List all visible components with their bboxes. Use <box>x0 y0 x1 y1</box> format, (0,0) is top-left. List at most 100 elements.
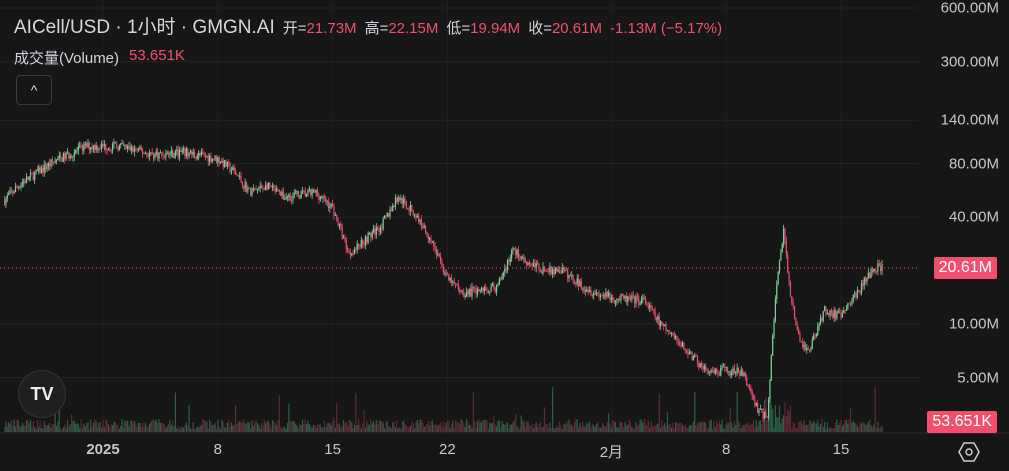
candle <box>12 191 14 193</box>
candle <box>165 153 167 157</box>
volume-bar <box>802 424 804 432</box>
candle <box>84 143 86 145</box>
volume-bar <box>515 414 517 432</box>
candle <box>204 154 207 157</box>
candle <box>825 306 827 315</box>
volume-bar <box>222 422 224 432</box>
volume-bar <box>121 419 123 432</box>
volume-bar <box>427 420 429 432</box>
volume-bar <box>467 421 469 432</box>
volume-bar <box>840 419 842 432</box>
volume-bar <box>450 423 453 432</box>
candle <box>102 143 104 147</box>
volume-bar <box>491 422 494 432</box>
volume-bar <box>289 421 291 432</box>
volume-bar <box>609 423 611 432</box>
candle <box>180 149 182 152</box>
candle <box>181 150 183 152</box>
candle <box>736 367 738 372</box>
candle <box>598 293 600 298</box>
candle <box>340 223 342 227</box>
volume-bar <box>39 421 41 432</box>
candle <box>807 348 809 350</box>
candle <box>271 185 274 188</box>
candle <box>501 275 503 280</box>
volume-bar <box>848 419 850 432</box>
candle <box>769 380 771 400</box>
candle <box>482 287 484 292</box>
volume-bar <box>593 425 595 432</box>
volume-bar <box>316 424 319 432</box>
volume-bar <box>105 419 107 432</box>
candle <box>676 336 678 343</box>
volume-bar <box>19 425 21 432</box>
volume-bar <box>530 426 532 432</box>
volume-bar <box>856 426 858 432</box>
volume-bar <box>822 427 824 432</box>
volume-bar <box>690 425 692 432</box>
volume-bar <box>672 422 674 432</box>
volume-bar <box>255 419 257 432</box>
volume-bar <box>759 420 761 432</box>
candle <box>73 152 75 157</box>
candle <box>758 409 760 413</box>
candle <box>500 278 502 280</box>
candle <box>191 150 193 155</box>
volume-bar <box>27 419 29 432</box>
candle <box>713 370 715 374</box>
candle <box>800 341 802 343</box>
candle <box>368 233 371 234</box>
volume-bar <box>204 421 207 432</box>
volume-bar <box>189 428 192 432</box>
volume-bar <box>702 421 704 432</box>
candle <box>625 295 628 302</box>
volume-bar <box>829 427 831 432</box>
candle <box>135 148 137 150</box>
volume-bar <box>867 421 869 432</box>
volume-bar <box>810 421 812 432</box>
candle <box>411 205 413 211</box>
candle <box>103 144 105 147</box>
volume-bar <box>332 421 334 432</box>
candle <box>221 160 223 163</box>
candle <box>213 158 215 160</box>
candle <box>662 324 664 327</box>
candle <box>61 157 63 162</box>
close-label: 收= <box>528 20 552 37</box>
volume-bar <box>612 420 614 432</box>
candle <box>795 317 797 326</box>
candle <box>558 270 561 273</box>
collapse-legend-button[interactable]: ^ <box>16 75 52 105</box>
settings-gear-icon[interactable] <box>958 441 980 463</box>
volume-bar <box>524 426 526 432</box>
volume-bar <box>621 422 623 432</box>
volume-bar <box>10 419 13 432</box>
volume-bar <box>72 421 74 432</box>
volume-bar <box>731 422 733 432</box>
candle <box>542 266 544 274</box>
candle <box>132 146 134 153</box>
volume-bar <box>114 421 116 432</box>
volume-bar <box>445 422 447 432</box>
volume-bar <box>278 395 280 432</box>
candle <box>661 321 663 325</box>
candle <box>692 356 694 361</box>
volume-bar <box>274 423 276 432</box>
volume-bar <box>133 420 136 432</box>
volume-bar <box>509 424 511 432</box>
candle <box>289 194 291 201</box>
volume-bar <box>363 409 365 432</box>
candle <box>360 240 362 247</box>
candle <box>178 149 181 158</box>
candle <box>490 286 492 292</box>
volume-bar <box>472 392 474 432</box>
candle <box>326 201 328 203</box>
volume-bar <box>871 427 874 432</box>
tradingview-logo[interactable]: TV <box>18 370 66 418</box>
volume-bar <box>404 424 406 432</box>
candle <box>42 167 44 173</box>
volume-bar <box>382 422 384 432</box>
candle <box>70 156 73 158</box>
candle <box>670 332 673 334</box>
